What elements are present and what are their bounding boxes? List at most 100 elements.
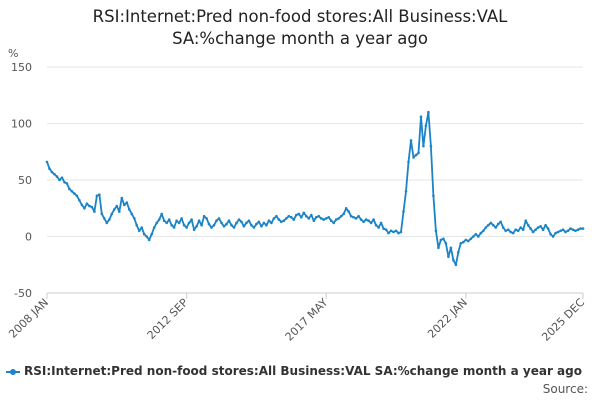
data-point-213	[576, 228, 580, 231]
data-point-154	[429, 144, 433, 148]
data-point-33	[128, 208, 131, 211]
data-point-16	[85, 202, 89, 205]
data-point-32	[125, 201, 129, 204]
data-point-57	[187, 221, 191, 225]
chart-title: RSI:Internet:Pred non-food stores:All Bu…	[0, 6, 600, 50]
series-line-0	[46, 111, 583, 266]
data-point-54	[180, 217, 183, 220]
data-point-202	[549, 232, 552, 236]
data-point-107	[312, 219, 316, 222]
data-point-73	[227, 219, 231, 222]
data-point-96	[285, 217, 288, 220]
data-point-191	[521, 228, 525, 231]
data-point-134	[379, 221, 383, 225]
data-point-72	[225, 222, 228, 226]
data-point-101	[297, 212, 301, 216]
data-point-210	[569, 227, 572, 230]
data-point-12	[75, 194, 79, 198]
data-point-128	[364, 218, 368, 221]
data-point-180	[494, 226, 498, 229]
data-point-102	[300, 216, 303, 219]
data-point-141	[397, 231, 400, 235]
data-point-199	[541, 228, 545, 231]
data-point-125	[357, 214, 360, 218]
source-label[interactable]: Source:	[542, 382, 588, 396]
data-point-114	[329, 219, 333, 222]
data-point-24	[105, 221, 109, 225]
data-point-31	[123, 203, 126, 207]
data-point-95	[282, 219, 286, 222]
data-point-149	[417, 151, 420, 155]
data-point-110	[319, 217, 323, 220]
data-point-77	[237, 218, 241, 221]
data-point-17	[88, 204, 91, 208]
data-point-208	[564, 230, 567, 234]
y-tick-label-0: 0	[25, 231, 32, 244]
data-point-83	[252, 226, 256, 229]
data-point-130	[369, 221, 373, 225]
axes: -50 0 50 100 150% 2008 JAN 2012 SEP 2017 MAY 202…	[6, 47, 587, 344]
data-point-52	[175, 219, 178, 222]
data-point-10	[70, 190, 74, 193]
data-point-0	[45, 160, 49, 164]
data-point-115	[332, 221, 336, 225]
data-point-117	[337, 217, 341, 220]
data-point-70	[220, 221, 223, 225]
data-point-81	[247, 219, 251, 222]
data-point-103	[302, 211, 306, 215]
data-point-63	[202, 214, 206, 218]
data-point-68	[215, 219, 218, 222]
data-point-161	[447, 255, 450, 259]
data-point-156	[434, 229, 438, 233]
data-point-38	[140, 226, 143, 229]
y-tick-label-150: 150	[11, 61, 32, 74]
data-point-47	[162, 219, 166, 222]
data-point-196	[534, 228, 537, 231]
data-point-185	[506, 228, 510, 231]
data-point-42	[150, 232, 153, 236]
data-point-88	[265, 223, 268, 227]
chart-title-line-2: SA:%change month a year ago	[172, 29, 428, 48]
data-point-56	[185, 226, 188, 229]
data-point-78	[240, 220, 243, 224]
x-tick-label-3: 2022 JAN	[425, 296, 470, 341]
data-point-93	[277, 218, 281, 221]
data-point-188	[514, 228, 517, 231]
data-point-118	[339, 214, 343, 218]
data-point-131	[372, 218, 375, 221]
data-point-98	[290, 216, 293, 219]
data-point-53	[177, 221, 181, 225]
data-point-19	[93, 210, 96, 213]
data-point-172	[474, 232, 478, 236]
data-point-182	[499, 220, 503, 224]
data-point-29	[118, 210, 121, 213]
data-point-43	[152, 226, 156, 229]
data-point-61	[197, 219, 201, 222]
legend[interactable]: RSI:Internet:Pred non-food stores:All Bu…	[6, 364, 582, 378]
data-point-212	[574, 229, 577, 233]
x-tick-label-1: 2012 SEP	[145, 296, 191, 342]
data-point-190	[519, 226, 522, 229]
y-tick-label-50: 50	[18, 174, 32, 187]
data-point-4	[55, 175, 59, 178]
data-point-173	[477, 235, 480, 238]
data-point-6	[60, 176, 64, 179]
data-point-206	[559, 229, 562, 233]
data-point-37	[137, 229, 141, 233]
data-point-215	[581, 227, 585, 230]
data-point-14	[80, 203, 84, 207]
data-point-100	[295, 213, 298, 217]
data-point-138	[389, 229, 393, 233]
x-tick-label-0: 2008 JAN	[6, 296, 51, 341]
data-point-21	[98, 193, 101, 196]
data-point-174	[479, 231, 483, 235]
data-point-192	[524, 219, 527, 222]
data-point-201	[546, 227, 550, 230]
chart-title-line-1: RSI:Internet:Pred non-food stores:All Bu…	[92, 7, 508, 26]
data-point-67	[212, 223, 216, 227]
data-point-27	[113, 208, 116, 211]
data-point-204	[554, 231, 557, 235]
data-point-129	[367, 219, 370, 222]
data-point-34	[130, 212, 134, 216]
data-point-48	[165, 221, 168, 225]
